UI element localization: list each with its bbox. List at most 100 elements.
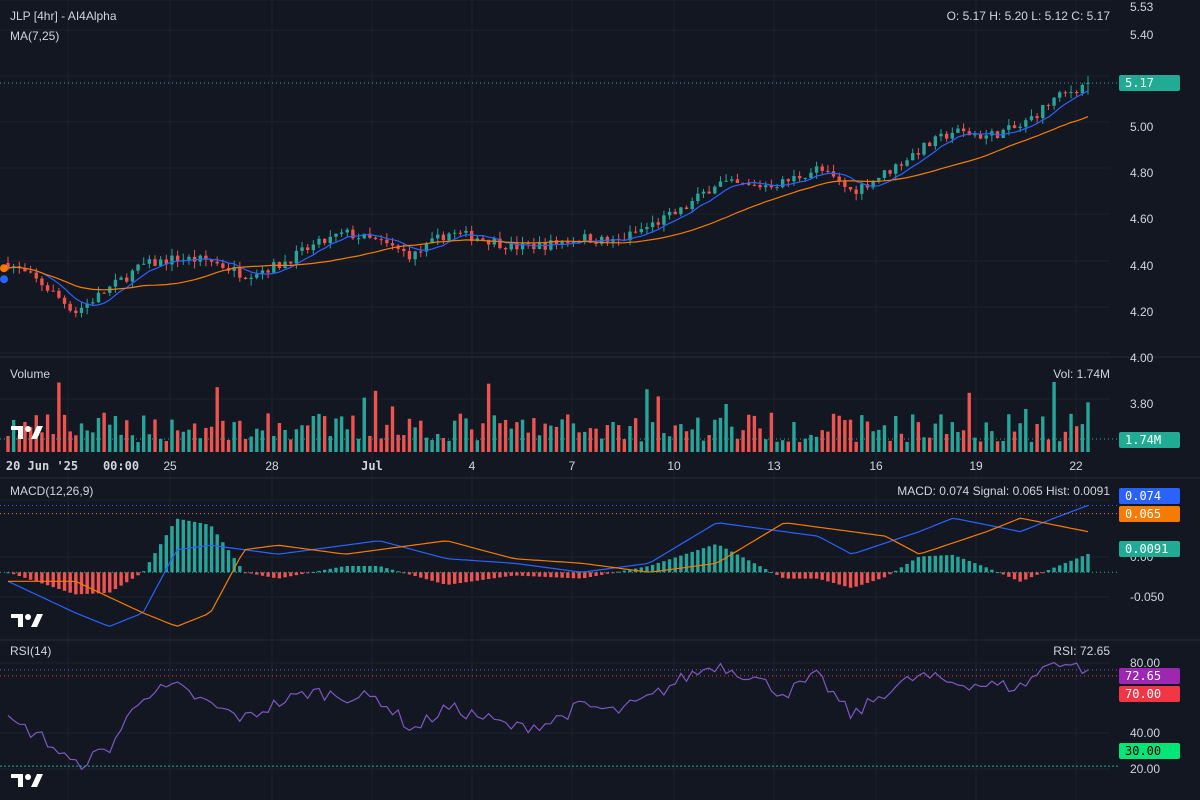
macd-hist-bar: [978, 565, 983, 573]
volume-bar: [775, 441, 779, 452]
candle-body: [356, 238, 361, 240]
tradingview-logo-icon: [11, 774, 43, 787]
volume-bar: [622, 439, 627, 452]
volume-group: [6, 382, 1090, 452]
volume-bar: [1029, 441, 1034, 452]
macd-hist-bar: [684, 553, 689, 573]
macd-hist-bar: [769, 571, 774, 573]
tradingview-logo-icon: [11, 426, 43, 439]
macd-hist-bar: [696, 550, 700, 573]
candle-body: [707, 191, 711, 194]
macd-hist-bar: [888, 572, 892, 575]
macd-hist-bar: [848, 572, 853, 588]
candle-body: [888, 170, 892, 174]
volume-bar: [51, 434, 55, 452]
volume-bar: [860, 415, 864, 452]
macd-hist-bar: [498, 572, 502, 578]
candle-body: [419, 251, 423, 253]
volume-bar: [865, 421, 870, 452]
candle-body: [317, 238, 321, 245]
macd-hist-bar: [317, 570, 321, 573]
macd-hist-bar: [673, 557, 677, 573]
candle-body: [300, 247, 304, 251]
volume-bar: [526, 432, 530, 452]
macd-hist-bar: [458, 572, 463, 584]
macd-hist-bar: [600, 572, 604, 575]
candle-body: [125, 277, 129, 282]
macd-hist-bar: [311, 571, 316, 573]
volume-bar: [797, 442, 802, 452]
macd-hist-bar: [944, 555, 949, 573]
time-axis-label: Jul: [361, 459, 383, 473]
macd-hist-bar: [1080, 556, 1085, 573]
macd-hist-bar: [984, 567, 988, 573]
volume-bar: [317, 413, 321, 452]
volume-bar: [905, 441, 909, 452]
time-axis-label: 19: [969, 459, 983, 473]
volume-bar: [679, 424, 683, 452]
volume-bar: [136, 442, 140, 452]
macd-hist-bar: [611, 572, 615, 574]
volume-bar: [57, 382, 61, 452]
rsi-label: RSI(14): [10, 644, 52, 658]
volume-bar: [175, 430, 180, 452]
macd-hist-bar: [34, 572, 38, 582]
candle-body: [758, 185, 762, 188]
volume-bar: [944, 434, 949, 452]
macd-hist-bar: [933, 555, 938, 573]
candle-body: [718, 181, 723, 187]
candle-body: [328, 236, 332, 244]
macd-hist-bar: [11, 572, 16, 575]
macd-hist-bar: [1024, 572, 1028, 580]
candle-body: [390, 243, 395, 246]
macd-hist-bar: [961, 558, 966, 573]
macd-hist-bar: [809, 572, 813, 579]
candle-body: [62, 297, 67, 304]
candle-body: [373, 237, 378, 240]
candle-body: [735, 179, 740, 183]
macd-hist-bar: [1029, 572, 1034, 578]
volume-bar: [995, 441, 1000, 452]
volume-bar: [147, 434, 152, 452]
volume-bar: [419, 420, 423, 452]
candle-body: [1018, 126, 1022, 128]
macd-hist-bar: [413, 572, 417, 577]
candle-body: [803, 177, 807, 179]
macd-hist-bar: [690, 551, 694, 573]
macd-hist-bar: [379, 566, 383, 573]
candle-body: [894, 164, 898, 174]
macd-hist-bar: [990, 569, 994, 573]
volume-bar: [594, 428, 598, 452]
macd-hist-bar: [142, 571, 146, 573]
candle-body: [385, 239, 389, 244]
volume-bar: [741, 430, 745, 452]
macd-hist-bar: [877, 572, 881, 580]
macd-hist-bar: [226, 550, 231, 573]
macd-hist-bar: [549, 572, 553, 578]
candle-body: [453, 232, 457, 234]
volume-bar: [922, 437, 926, 452]
candle-body: [860, 184, 864, 194]
price-axis-label: 3.80: [1130, 397, 1154, 411]
candle-body: [164, 259, 169, 265]
macd-hist-bar: [294, 572, 299, 576]
macd-hist-bar: [175, 518, 180, 573]
macd-tag: 0.074: [1119, 488, 1180, 504]
volume-bar: [322, 416, 327, 452]
candle-body: [119, 277, 123, 280]
macd-hist-bar: [266, 572, 270, 577]
volume-bar: [356, 438, 361, 452]
candle-body: [515, 242, 519, 250]
macd-hist-bar: [667, 559, 672, 573]
macd-hist-bar: [713, 544, 717, 573]
volume-bar: [283, 429, 287, 452]
candle-body: [130, 270, 135, 282]
volume-bar: [1041, 416, 1045, 452]
volume-bar: [102, 412, 106, 452]
price-axis-label: 4.40: [1130, 259, 1154, 273]
candle-body: [255, 274, 259, 278]
macd-hist-bar: [436, 572, 440, 583]
candle-body: [481, 238, 485, 240]
